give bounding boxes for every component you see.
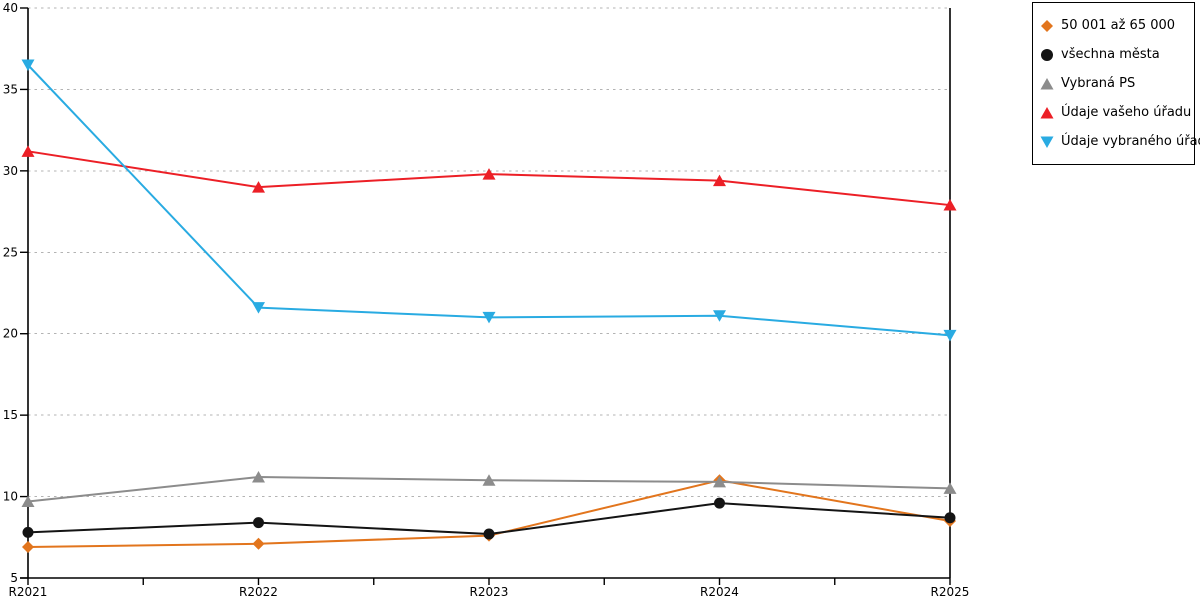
data-point	[252, 471, 265, 483]
x-tick-label: R2023	[470, 585, 509, 599]
data-point	[252, 181, 265, 193]
data-point	[713, 174, 726, 187]
y-tick-label: 10	[3, 490, 18, 504]
legend-label: všechna města	[1061, 47, 1160, 62]
data-point	[21, 495, 35, 507]
x-tick-label: R2024	[700, 585, 739, 599]
x-tick-label: R2022	[239, 585, 278, 599]
data-point	[22, 526, 34, 538]
legend-label: 50 001 až 65 000	[1061, 18, 1176, 33]
legend-item-selected-ps: Vybraná PS	[1040, 69, 1187, 98]
data-point	[253, 517, 264, 529]
data-point	[714, 497, 725, 509]
data-point	[943, 482, 957, 494]
legend-label: Vybraná PS	[1061, 76, 1136, 91]
data-point	[713, 310, 726, 322]
triangle-up-icon	[1040, 106, 1054, 118]
data-point	[252, 537, 265, 550]
data-point	[482, 168, 496, 180]
data-point	[22, 541, 34, 554]
data-point	[943, 199, 957, 211]
data-point	[713, 475, 726, 488]
x-tick-label: R2025	[931, 585, 970, 599]
data-point	[943, 329, 957, 342]
legend-item-all-cities: všechna města	[1040, 40, 1187, 69]
diamond-icon	[1041, 19, 1053, 32]
legend-item-selected-office: Údaje vybraného úřadu	[1040, 127, 1200, 156]
y-tick-label: 30	[3, 164, 18, 178]
series-line	[27, 64, 951, 337]
y-tick-label: 5	[10, 571, 18, 585]
legend-item-your-office: Údaje vašeho úřadu	[1040, 98, 1191, 127]
legend: 50 001 až 65 000 všechna města Vybraná P…	[1032, 2, 1200, 165]
x-tick-label: R2021	[9, 585, 48, 599]
data-point	[21, 59, 35, 71]
legend-item-size-band: 50 001 až 65 000	[1040, 11, 1187, 40]
data-point	[21, 145, 35, 157]
circle-icon	[1041, 48, 1053, 61]
legend-label: Údaje vašeho úřadu	[1061, 105, 1192, 120]
data-point	[482, 311, 496, 324]
y-tick-label: 40	[3, 1, 18, 15]
y-tick-label: 35	[3, 82, 18, 96]
legend-label: Údaje vybraného úřadu	[1061, 134, 1200, 149]
data-point	[483, 528, 495, 540]
y-tick-label: 15	[3, 408, 18, 422]
y-tick-label: 20	[3, 327, 18, 341]
data-point	[252, 302, 265, 314]
y-tick-label: 25	[3, 245, 18, 259]
data-point	[944, 512, 956, 524]
triangle-down-icon	[1040, 136, 1054, 148]
triangle-up-icon	[1040, 77, 1054, 89]
data-point	[482, 474, 496, 486]
